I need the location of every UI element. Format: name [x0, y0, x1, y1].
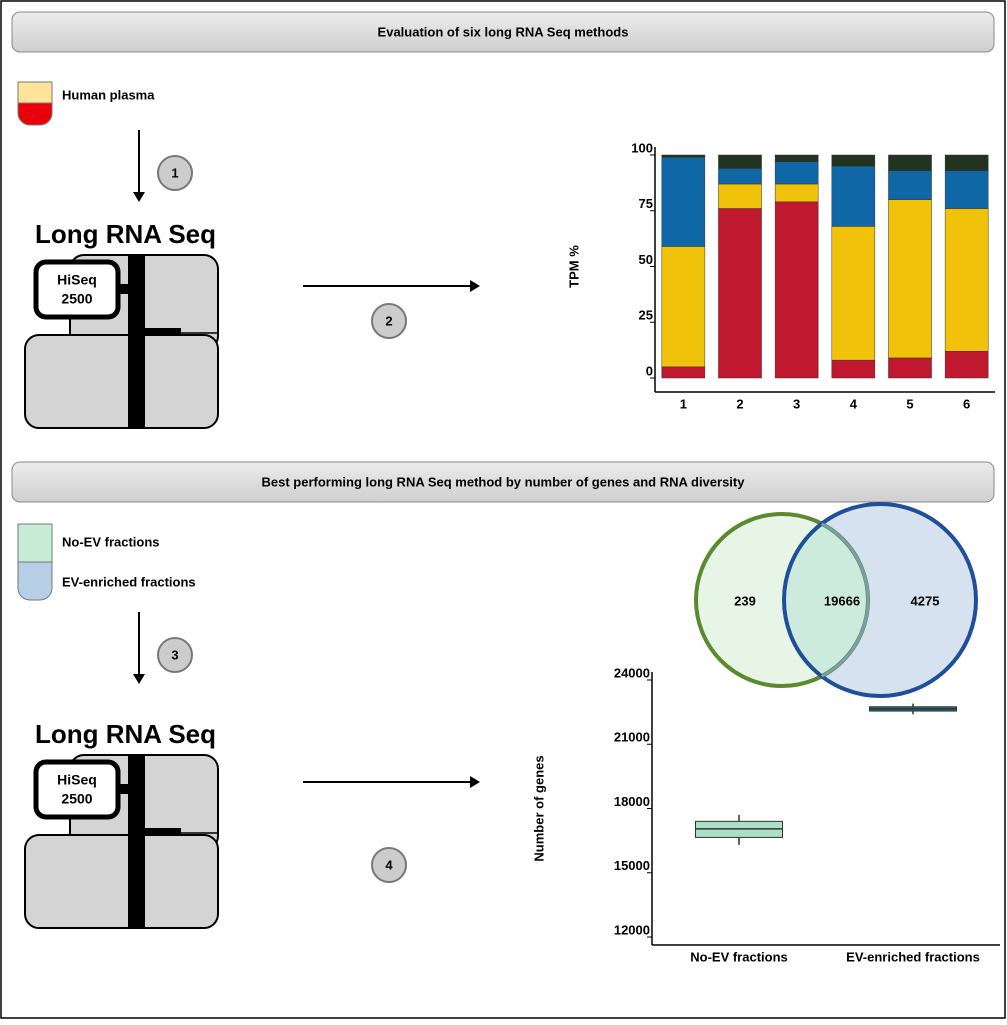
method-title: Long RNA Seq [35, 719, 216, 749]
x-tick-label: No-EV fractions [690, 949, 788, 964]
x-tick-label: 6 [963, 396, 970, 411]
y-tick-label: 21000 [614, 730, 650, 745]
bar-segment [831, 359, 876, 379]
x-tick-label: 3 [793, 396, 800, 411]
bar-segment [718, 183, 762, 209]
bar-segment [831, 154, 876, 167]
sequencer: HiSeq 2500 [24, 254, 219, 429]
bar-segment [888, 170, 932, 200]
bar-segment [944, 170, 989, 209]
arrowhead [133, 192, 145, 202]
instrument-label: 2500 [61, 291, 92, 307]
bar-segment [661, 246, 706, 368]
sample-label: Human plasma [62, 87, 155, 102]
x-tick-label: 2 [736, 396, 743, 411]
instrument-box [33, 259, 121, 320]
bar [128, 755, 145, 928]
bar-segment [944, 350, 989, 379]
step-badge [371, 303, 407, 339]
step-number: 3 [171, 647, 178, 662]
sequencer-bottom [24, 334, 219, 429]
bar-segment [831, 226, 876, 361]
tube-bottom [17, 561, 53, 601]
bar-segment [661, 366, 706, 379]
section-1: Evaluation of six long RNA Seq methods H… [11, 11, 995, 429]
bar-segment [774, 183, 819, 203]
arrowhead [133, 674, 145, 684]
stub [145, 828, 181, 836]
section-header [11, 11, 995, 53]
bar-segment [774, 154, 819, 162]
sequencer: HiSeq 2500 [24, 754, 219, 929]
sequencer-bottom [24, 834, 219, 929]
venn-count: 19666 [824, 593, 860, 608]
step-number: 1 [171, 165, 178, 180]
bar-segment [831, 165, 876, 227]
instrument-label: 2500 [61, 791, 92, 807]
section-2: Best performing long RNA Seq method by n… [11, 461, 995, 929]
tube-top [17, 523, 53, 563]
y-axis-label: Number of genes [531, 755, 546, 861]
y-tick-label: 12000 [614, 922, 650, 937]
bar-segment [888, 199, 932, 359]
y-tick-label: 15000 [614, 858, 650, 873]
sample-label: No-EV fractions [62, 534, 160, 549]
bar-segment [774, 161, 819, 185]
x-tick-label: 5 [906, 396, 913, 411]
bar-segment [888, 357, 932, 379]
step-badge [157, 637, 193, 673]
venn: 239 19666 4275 [694, 502, 978, 698]
venn-count: 239 [734, 593, 756, 608]
venn-overlap-edge [784, 512, 870, 688]
bar-segment [944, 208, 989, 352]
section-title: Best performing long RNA Seq method by n… [262, 474, 746, 489]
arrowhead [470, 776, 480, 788]
x-tick-label: 1 [680, 396, 687, 411]
x-tick-label: EV-enriched fractions [846, 949, 980, 964]
bar-segment [718, 154, 762, 169]
step-badge [157, 155, 193, 191]
venn-overlap [784, 514, 868, 686]
y-tick-label: 100 [631, 140, 653, 155]
y-tick-label: 24000 [614, 665, 650, 680]
instrument-label: HiSeq [57, 772, 97, 788]
bar-segment [661, 154, 706, 158]
tube-top [17, 81, 53, 104]
y-axis-label: TPM % [566, 245, 581, 288]
instrument-box [33, 759, 121, 820]
y-tick-label: 18000 [614, 794, 650, 809]
bar-segment [718, 208, 762, 379]
bar-segment [718, 168, 762, 185]
x-tick-label: 4 [850, 396, 858, 411]
bar-segment [944, 154, 989, 171]
step-number: 4 [385, 857, 393, 872]
section-title: Evaluation of six long RNA Seq methods [378, 24, 629, 39]
step-number: 2 [385, 313, 392, 328]
bar-segment [888, 154, 932, 171]
bar-segment [661, 156, 706, 247]
stub [145, 328, 181, 336]
y-tick-label: 0 [646, 363, 653, 378]
tube-bottom [17, 102, 53, 126]
instrument-label: HiSeq [57, 272, 97, 288]
venn-circle [782, 502, 978, 698]
arrowhead [470, 280, 480, 292]
y-tick-label: 50 [639, 252, 653, 267]
step-badge [371, 847, 407, 883]
method-title: Long RNA Seq [35, 219, 216, 249]
section-header [11, 461, 995, 503]
bar-segment [774, 201, 819, 379]
y-tick-label: 25 [639, 308, 653, 323]
sample-label: EV-enriched fractions [62, 574, 196, 589]
y-tick-label: 75 [639, 196, 653, 211]
venn-count: 4275 [911, 593, 940, 608]
bar [128, 255, 145, 428]
